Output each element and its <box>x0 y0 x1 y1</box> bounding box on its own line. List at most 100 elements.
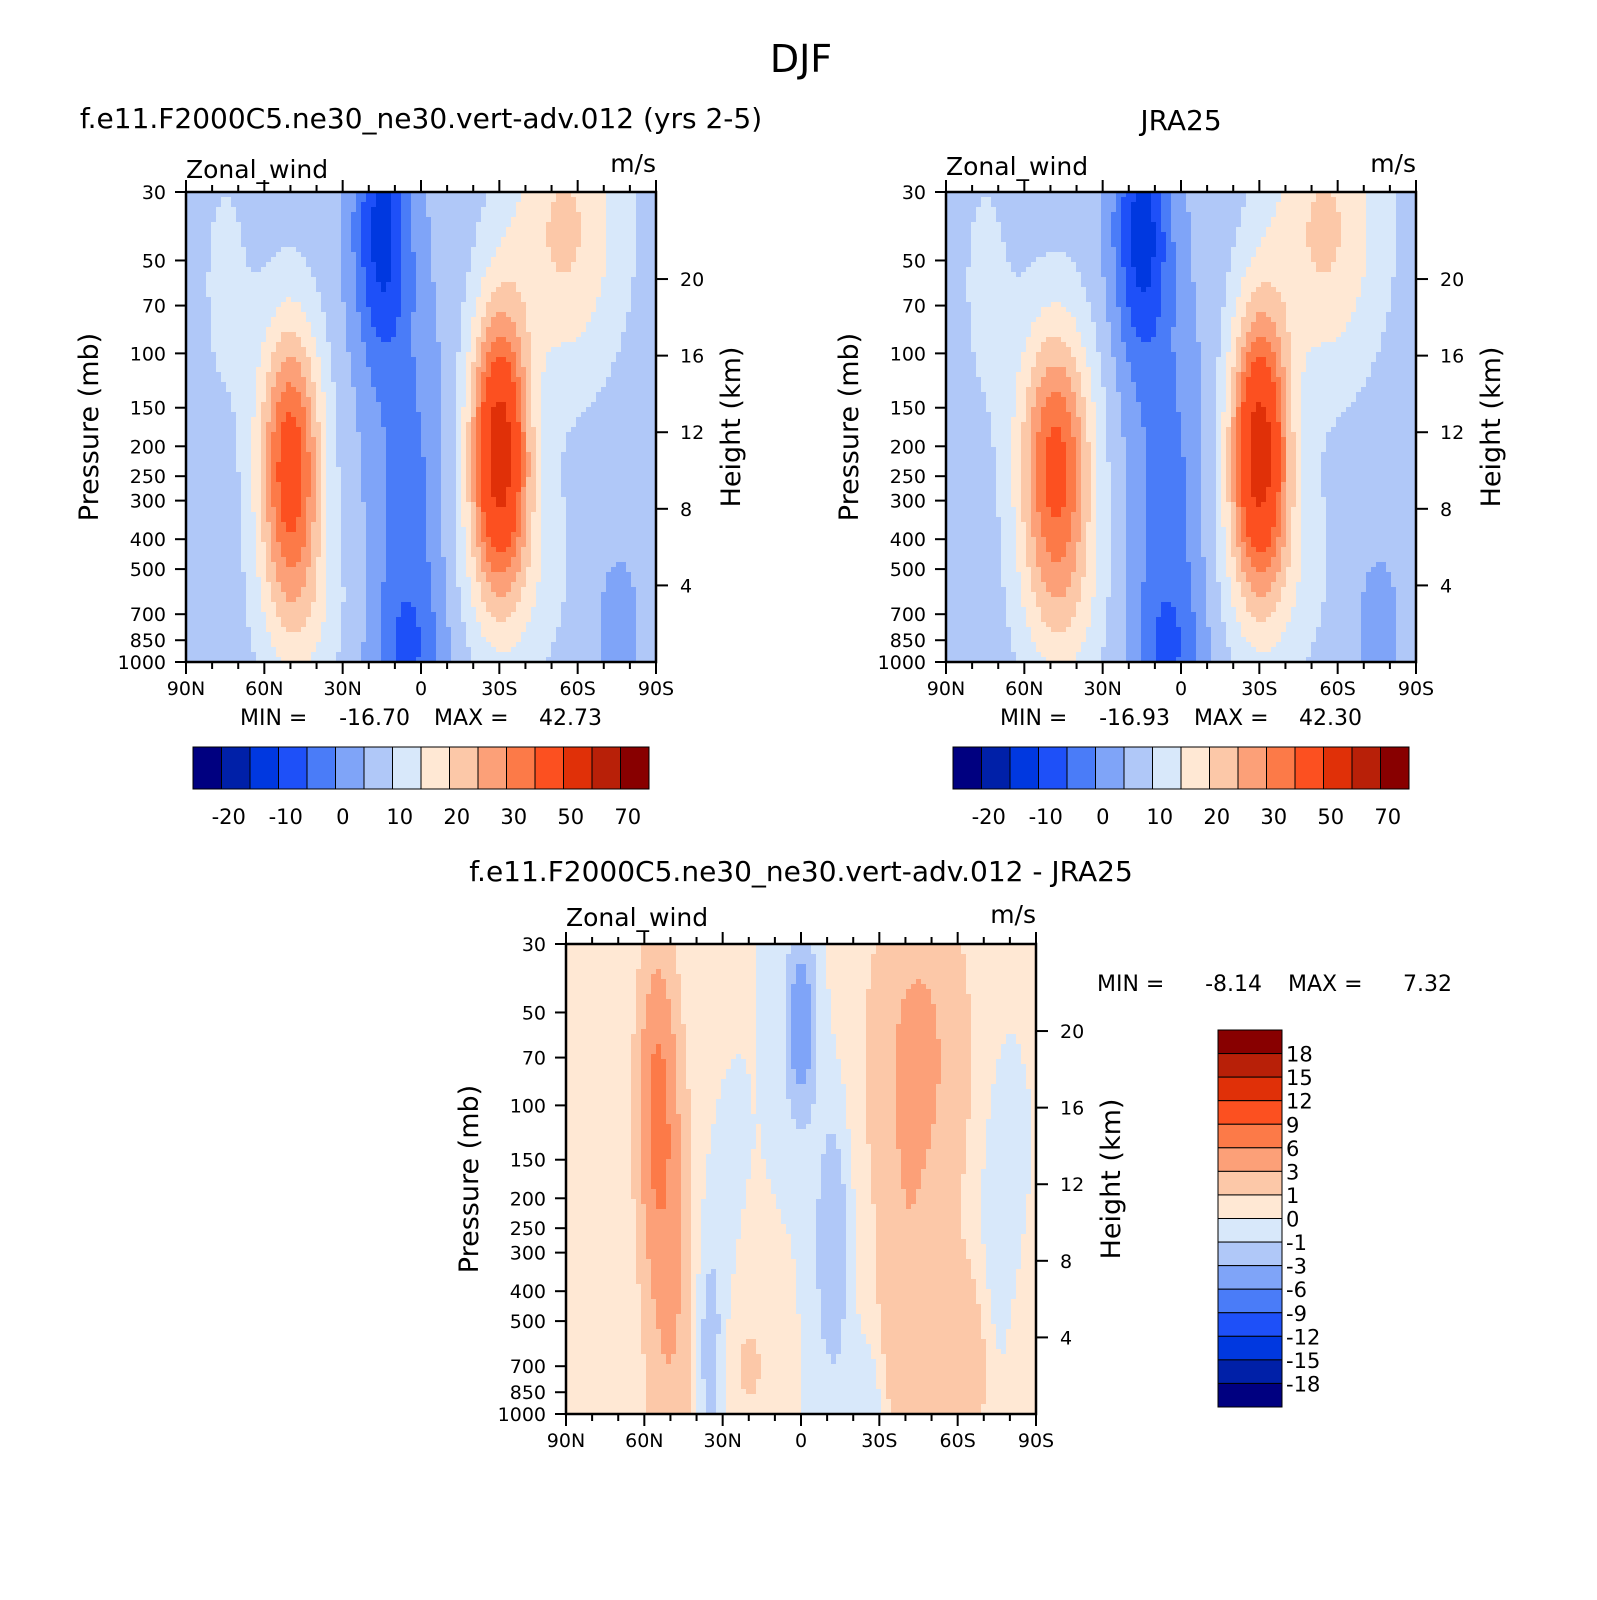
contour-cell <box>611 327 617 333</box>
contour-cell <box>546 427 552 433</box>
contour-cell <box>616 227 622 233</box>
contour-cell <box>526 442 532 448</box>
contour-cell <box>386 192 392 198</box>
contour-cell <box>591 357 597 363</box>
contour-cell <box>551 292 557 298</box>
contour-cell <box>191 357 197 363</box>
contour-cell <box>461 287 467 293</box>
contour-cell <box>251 377 257 383</box>
contour-cell <box>311 282 317 288</box>
contour-cell <box>486 442 492 448</box>
contour-cell <box>571 292 577 298</box>
contour-cell <box>311 347 317 353</box>
contour-cell <box>261 197 267 203</box>
contour-cell <box>271 422 277 428</box>
contour-cell <box>591 327 597 333</box>
contour-cell <box>201 267 207 273</box>
contour-cell <box>641 212 647 218</box>
contour-cell <box>436 257 442 263</box>
contour-cell <box>321 222 327 228</box>
contour-cell <box>466 352 472 358</box>
contour-cell <box>306 337 312 343</box>
contour-cell <box>606 192 612 198</box>
contour-cell <box>566 377 572 383</box>
contour-cell <box>531 357 537 363</box>
contour-cell <box>226 437 232 443</box>
contour-cell <box>356 262 362 268</box>
contour-cell <box>251 317 257 323</box>
contour-cell <box>626 197 632 203</box>
contour-cell <box>321 312 327 318</box>
contour-cell <box>611 352 617 358</box>
contour-cell <box>601 327 607 333</box>
contour-cell <box>281 217 287 223</box>
contour-cell <box>206 222 212 228</box>
contour-cell <box>331 292 337 298</box>
contour-cell <box>491 412 497 418</box>
contour-cell <box>256 242 262 248</box>
contour-cell <box>596 252 602 258</box>
contour-cell <box>571 212 577 218</box>
contour-cell <box>296 377 302 383</box>
contour-cell <box>186 437 192 443</box>
contour-cell <box>416 417 422 423</box>
contour-cell <box>316 237 322 243</box>
contour-cell <box>591 242 597 248</box>
contour-cell <box>551 332 557 338</box>
contour-cell <box>591 207 597 213</box>
contour-cell <box>186 417 192 423</box>
contour-cell <box>376 417 382 423</box>
contour-cell <box>411 397 417 403</box>
contour-cell <box>631 382 637 388</box>
contour-cell <box>401 407 407 413</box>
contour-cell <box>446 197 452 203</box>
contour-cell <box>531 422 537 428</box>
contour-cell <box>576 192 582 198</box>
contour-cell <box>566 367 572 373</box>
contour-cell <box>546 262 552 268</box>
contour-cell <box>421 257 427 263</box>
contour-cell <box>326 227 332 233</box>
contour-cell <box>651 402 656 408</box>
contour-cell <box>466 312 472 318</box>
contour-cell <box>496 372 502 378</box>
contour-cell <box>561 342 567 348</box>
contour-cell <box>591 387 597 393</box>
contour-cell <box>216 207 222 213</box>
contour-cell <box>396 387 402 393</box>
contour-cell <box>516 242 522 248</box>
contour-cell <box>326 312 332 318</box>
contour-cell <box>521 277 527 283</box>
contour-cell <box>516 212 522 218</box>
contour-cell <box>581 372 587 378</box>
contour-cell <box>381 412 387 418</box>
contour-cell <box>261 262 267 268</box>
contour-cell <box>366 312 372 318</box>
contour-cell <box>381 407 387 413</box>
contour-cell <box>616 327 622 333</box>
contour-cell <box>476 262 482 268</box>
contour-cell <box>446 372 452 378</box>
contour-cell <box>241 257 247 263</box>
contour-cell <box>216 257 222 263</box>
contour-cell <box>341 262 347 268</box>
contour-cell <box>451 397 457 403</box>
contour-cell <box>471 397 477 403</box>
contour-cell <box>351 357 357 363</box>
contour-cell <box>571 452 577 458</box>
contour-cell <box>356 237 362 243</box>
contour-cell <box>411 367 417 373</box>
contour-cell <box>521 302 527 308</box>
contour-cell <box>201 262 207 268</box>
contour-cell <box>586 342 592 348</box>
contour-cell <box>431 452 437 458</box>
contour-cell <box>191 437 197 443</box>
contour-cell <box>376 357 382 363</box>
contour-cell <box>376 262 382 268</box>
contour-cell <box>581 282 587 288</box>
contour-cell <box>346 227 352 233</box>
contour-cell <box>301 417 307 423</box>
contour-cell <box>626 302 632 308</box>
contour-cell <box>261 447 267 453</box>
contour-cell <box>646 382 652 388</box>
